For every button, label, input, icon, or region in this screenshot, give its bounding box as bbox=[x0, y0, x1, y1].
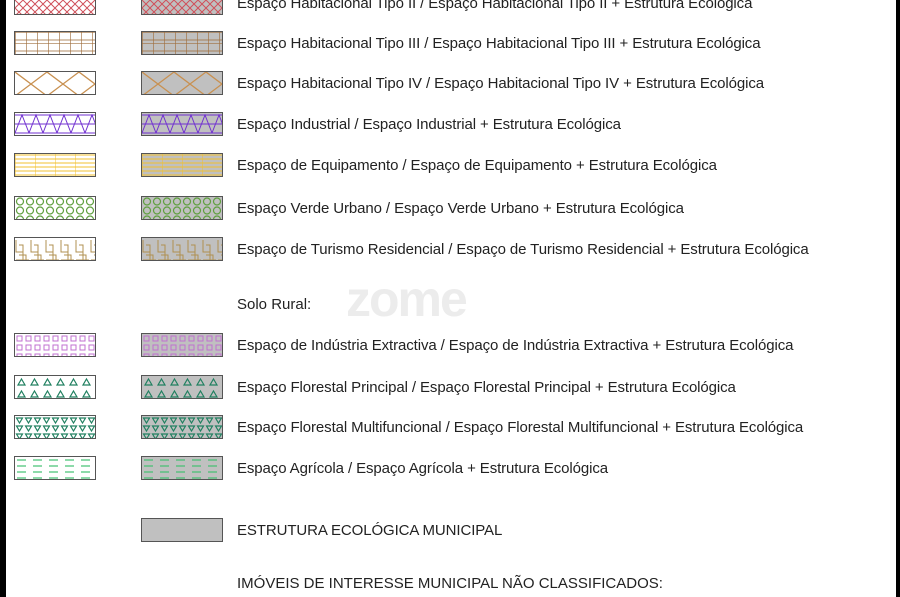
legend-swatch bbox=[14, 333, 96, 357]
legend-swatch bbox=[14, 237, 96, 261]
legend-row: Espaço Industrial / Espaço Industrial + … bbox=[6, 112, 896, 138]
rural-heading: Solo Rural: bbox=[237, 296, 312, 313]
legend-label: Espaço Florestal Principal / Espaço Flor… bbox=[237, 379, 736, 396]
legend-swatch-eco bbox=[141, 237, 223, 261]
legend-row: Espaço Florestal Principal / Espaço Flor… bbox=[6, 375, 896, 401]
legend-swatch-eco bbox=[141, 375, 223, 399]
legend-label: Espaço Agrícola / Espaço Agrícola + Estr… bbox=[237, 460, 608, 477]
imoveis-heading: IMÓVEIS DE INTERESSE MUNICIPAL NÃO CLASS… bbox=[237, 575, 663, 592]
legend-swatch bbox=[14, 153, 96, 177]
legend-label: Espaço de Indústria Extractiva / Espaço … bbox=[237, 337, 794, 354]
legend-label: Espaço Florestal Multifuncional / Espaço… bbox=[237, 419, 804, 436]
eco-structure-swatch bbox=[141, 518, 223, 542]
legend-row: Espaço Habitacional Tipo II / Espaço Hab… bbox=[6, 0, 896, 17]
legend-swatch-eco bbox=[141, 333, 223, 357]
legend-swatch-eco bbox=[141, 71, 223, 95]
legend-label: Espaço Habitacional Tipo IV / Espaço Hab… bbox=[237, 75, 764, 92]
legend-swatch bbox=[14, 456, 96, 480]
legend-swatch bbox=[14, 0, 96, 15]
legend-label: Espaço Habitacional Tipo II / Espaço Hab… bbox=[237, 0, 753, 12]
watermark-logo: zome bbox=[346, 271, 468, 327]
legend-label: Espaço Industrial / Espaço Industrial + … bbox=[237, 116, 621, 133]
legend-swatch bbox=[14, 415, 96, 439]
legend-row: Espaço de Turismo Residencial / Espaço d… bbox=[6, 237, 896, 263]
legend-label: Espaço de Turismo Residencial / Espaço d… bbox=[237, 241, 809, 258]
legend-swatch-eco bbox=[141, 153, 223, 177]
legend-swatch bbox=[14, 196, 96, 220]
legend-swatch-eco bbox=[141, 31, 223, 55]
legend-swatch bbox=[14, 31, 96, 55]
legend-label: Espaço de Equipamento / Espaço de Equipa… bbox=[237, 157, 717, 174]
legend-swatch-eco bbox=[141, 196, 223, 220]
legend-row: Espaço de Equipamento / Espaço de Equipa… bbox=[6, 153, 896, 179]
legend-row: Espaço Habitacional Tipo III / Espaço Ha… bbox=[6, 31, 896, 57]
legend-swatch bbox=[14, 71, 96, 95]
eco-structure-label: ESTRUTURA ECOLÓGICA MUNICIPAL bbox=[237, 522, 503, 539]
legend-label: Espaço Verde Urbano / Espaço Verde Urban… bbox=[237, 200, 684, 217]
legend-swatch-eco bbox=[141, 415, 223, 439]
legend-swatch bbox=[14, 112, 96, 136]
legend-row: Espaço Florestal Multifuncional / Espaço… bbox=[6, 415, 896, 441]
legend-swatch-eco bbox=[141, 112, 223, 136]
legend-row: Espaço de Indústria Extractiva / Espaço … bbox=[6, 333, 896, 359]
legend-swatch-eco bbox=[141, 0, 223, 15]
legend-label: Espaço Habitacional Tipo III / Espaço Ha… bbox=[237, 35, 761, 52]
legend-swatch-eco bbox=[141, 456, 223, 480]
legend-row: Espaço Habitacional Tipo IV / Espaço Hab… bbox=[6, 71, 896, 97]
legend-row: Espaço Verde Urbano / Espaço Verde Urban… bbox=[6, 196, 896, 222]
map-legend: Espaço Habitacional Tipo II / Espaço Hab… bbox=[6, 0, 896, 597]
legend-swatch bbox=[14, 375, 96, 399]
legend-row: Espaço Agrícola / Espaço Agrícola + Estr… bbox=[6, 456, 896, 482]
eco-structure-row: ESTRUTURA ECOLÓGICA MUNICIPAL bbox=[6, 518, 896, 544]
